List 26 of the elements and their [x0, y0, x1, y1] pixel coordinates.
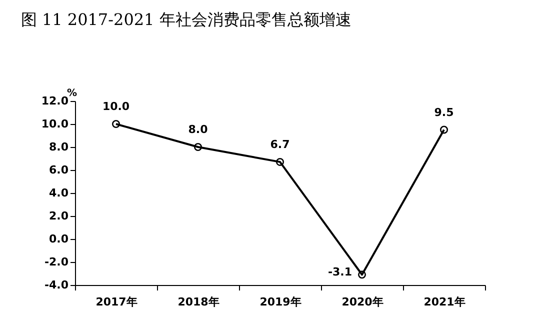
- y-tick-label: 10.0: [41, 118, 69, 130]
- x-tick-label: 2018年: [178, 296, 220, 308]
- y-tick-label: 2.0: [49, 210, 69, 222]
- x-tick-label: 2019年: [260, 296, 302, 308]
- text: 10.0: [102, 100, 130, 113]
- y-tick-label: 4.0: [49, 186, 69, 200]
- x-tick-label: 2017年: [96, 296, 138, 308]
- y-tick-label: -2.0: [44, 256, 69, 268]
- point: [276, 158, 284, 166]
- chart-title: 图 11 2017-2021 年社会消费品零售总额增速: [20, 10, 352, 29]
- y-tick-label: 8.0: [49, 140, 69, 154]
- point: [194, 143, 202, 151]
- y-tick-label: 0.0: [49, 232, 69, 246]
- y-axis-title: %: [67, 88, 78, 99]
- text: 8.0: [188, 123, 208, 136]
- point: [112, 120, 120, 128]
- y-tick-label: 6.0: [49, 164, 69, 176]
- y-tick-label: -4.0: [44, 278, 69, 292]
- x-tick-label: 2020年: [342, 296, 384, 308]
- x-tick-label: 2021年: [424, 296, 466, 308]
- text: 6.7: [270, 138, 290, 151]
- text: 9.5: [434, 106, 454, 119]
- y-tick-label: 12.0: [41, 94, 69, 108]
- text: -3.1: [328, 266, 352, 279]
- point: [440, 126, 448, 134]
- point: [358, 270, 366, 279]
